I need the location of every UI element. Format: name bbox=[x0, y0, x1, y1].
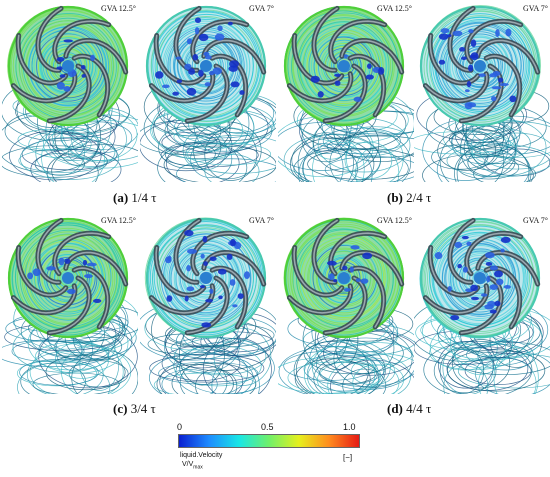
vortex-blobs bbox=[326, 245, 373, 292]
unit-subscript: max bbox=[193, 464, 203, 471]
impeller-panel: GVA 12.5° bbox=[2, 2, 138, 182]
vortex-blobs bbox=[165, 229, 251, 328]
vortex-blobs bbox=[310, 54, 385, 102]
impeller-panel: GVA 12.5° bbox=[2, 214, 138, 394]
impeller-hub bbox=[62, 272, 74, 284]
quantity-unit: V/Vmax bbox=[182, 461, 203, 471]
impeller-blades bbox=[10, 5, 129, 124]
impeller-hub bbox=[200, 272, 212, 284]
impeller-panel: GVA 12.5° bbox=[278, 214, 414, 394]
impeller-render bbox=[2, 5, 138, 182]
colorbar-gradient bbox=[178, 434, 360, 448]
streamline-tail bbox=[140, 77, 276, 182]
impeller-panel: GVA 7° bbox=[414, 2, 550, 182]
impeller-panel: GVA 7° bbox=[140, 2, 276, 182]
colorbar-unit-bracket: [−] bbox=[343, 453, 353, 462]
vortex-blobs bbox=[56, 39, 95, 92]
impeller-panel: GVA 7° bbox=[140, 214, 276, 394]
gva-label: GVA 12.5° bbox=[100, 216, 136, 225]
gva-label: GVA 12.5° bbox=[376, 216, 412, 225]
caption-letter: (b) bbox=[387, 190, 403, 205]
impeller-render bbox=[140, 5, 276, 182]
gva-label: GVA 12.5° bbox=[376, 4, 412, 13]
gva-label: GVA 7° bbox=[248, 4, 274, 13]
caption-text: 4/4 τ bbox=[406, 401, 432, 416]
gva-label: GVA 12.5° bbox=[100, 4, 136, 13]
subfigure-caption: (c) 3/4 τ bbox=[113, 401, 156, 417]
impeller-render bbox=[2, 217, 138, 394]
impeller-panel: GVA 7° bbox=[414, 214, 550, 394]
caption-text: 2/4 τ bbox=[406, 190, 432, 205]
vortex-blobs bbox=[27, 257, 102, 303]
impeller-render bbox=[414, 5, 550, 182]
impeller-hub bbox=[338, 60, 350, 72]
impeller-render bbox=[278, 217, 414, 394]
quantity-name: liquid.Velocity bbox=[180, 452, 223, 459]
impeller-blades bbox=[148, 217, 267, 336]
impeller-hub bbox=[62, 60, 74, 72]
impeller-blades bbox=[148, 5, 267, 124]
colorbar-tick: 0 bbox=[177, 422, 183, 432]
gva-label: GVA 7° bbox=[522, 4, 548, 13]
impeller-hub bbox=[474, 272, 486, 284]
subfigure-caption: (d) 4/4 τ bbox=[387, 401, 431, 417]
colorbar-quantity-label: liquid.Velocity V/Vmax bbox=[180, 451, 222, 472]
impeller-hub bbox=[474, 60, 486, 72]
gva-label: GVA 7° bbox=[248, 216, 274, 225]
subfigure-caption: (a) 1/4 τ bbox=[113, 190, 157, 206]
vortex-blobs bbox=[438, 28, 517, 110]
caption-letter: (d) bbox=[387, 401, 403, 416]
caption-text: 1/4 τ bbox=[131, 190, 157, 205]
impeller-panel: GVA 12.5° bbox=[278, 2, 414, 182]
impeller-hub bbox=[338, 272, 350, 284]
caption-letter: (c) bbox=[113, 401, 128, 416]
subfigure-caption: (b) 2/4 τ bbox=[387, 190, 431, 206]
impeller-render bbox=[140, 217, 276, 394]
gva-label: GVA 7° bbox=[522, 216, 548, 225]
caption-letter: (a) bbox=[113, 190, 129, 205]
caption-text: 3/4 τ bbox=[130, 401, 156, 416]
impeller-hub bbox=[200, 60, 212, 72]
vortex-blobs bbox=[434, 235, 512, 321]
vortex-blobs bbox=[155, 17, 245, 96]
colorbar-tick: 1.0 bbox=[343, 422, 356, 432]
impeller-render bbox=[278, 5, 414, 182]
impeller-render bbox=[414, 217, 550, 394]
colorbar-tick: 0.5 bbox=[261, 422, 274, 432]
